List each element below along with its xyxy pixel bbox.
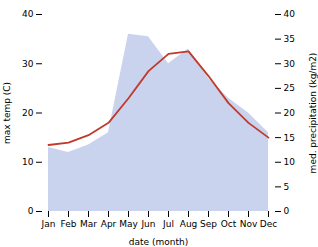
svg-text:0: 0 bbox=[284, 206, 290, 216]
svg-text:15: 15 bbox=[284, 133, 295, 143]
svg-text:40: 40 bbox=[284, 9, 296, 19]
svg-text:10: 10 bbox=[284, 157, 296, 167]
svg-text:0: 0 bbox=[28, 206, 34, 216]
svg-text:35: 35 bbox=[284, 34, 295, 44]
svg-text:Jul: Jul bbox=[162, 219, 174, 229]
svg-text:med. precipitation (kg/m2): med. precipitation (kg/m2) bbox=[308, 53, 318, 174]
svg-text:20: 20 bbox=[22, 108, 34, 118]
svg-text:Jun: Jun bbox=[140, 219, 155, 229]
svg-text:Feb: Feb bbox=[61, 219, 77, 229]
svg-text:30: 30 bbox=[22, 59, 34, 69]
svg-text:Dec: Dec bbox=[260, 219, 277, 229]
svg-text:40: 40 bbox=[22, 9, 34, 19]
svg-text:Sep: Sep bbox=[200, 219, 217, 229]
svg-text:20: 20 bbox=[284, 108, 296, 118]
svg-text:10: 10 bbox=[22, 157, 34, 167]
svg-text:Aug: Aug bbox=[180, 219, 198, 229]
svg-text:5: 5 bbox=[284, 182, 290, 192]
svg-text:30: 30 bbox=[284, 59, 296, 69]
svg-text:May: May bbox=[119, 219, 138, 229]
svg-text:max temp (C): max temp (C) bbox=[2, 82, 12, 144]
svg-text:25: 25 bbox=[284, 83, 295, 93]
svg-text:date (month): date (month) bbox=[129, 237, 188, 247]
svg-text:Jan: Jan bbox=[41, 219, 56, 229]
svg-text:Mar: Mar bbox=[80, 219, 97, 229]
svg-text:Nov: Nov bbox=[240, 219, 258, 229]
svg-text:Oct: Oct bbox=[221, 219, 237, 229]
svg-text:Apr: Apr bbox=[101, 219, 117, 229]
